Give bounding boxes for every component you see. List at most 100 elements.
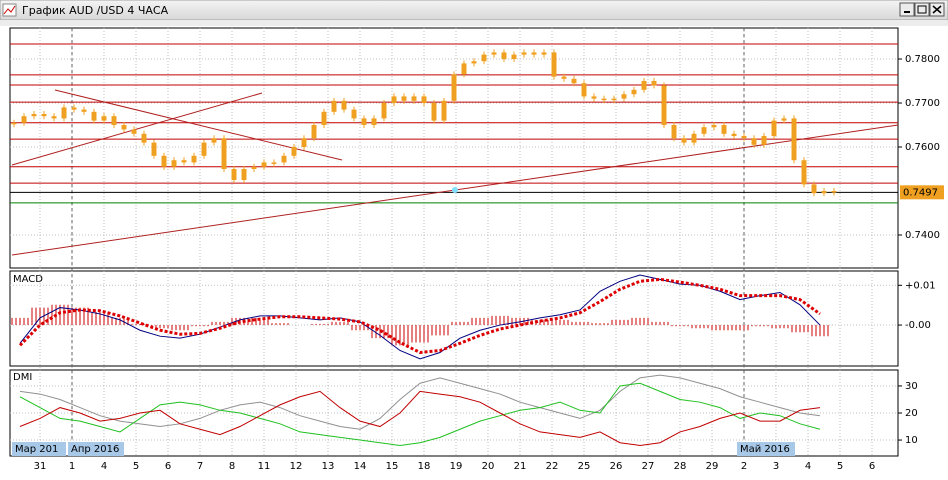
candle-body <box>631 89 637 95</box>
candle-body <box>711 125 717 128</box>
indicator-line <box>19 374 821 430</box>
candle-body <box>511 54 517 60</box>
candle-body <box>181 160 187 163</box>
y-tick-label: 30 <box>905 381 918 392</box>
month-label: Май 2016 <box>740 444 790 455</box>
candle-body <box>531 52 537 55</box>
candle-body <box>301 138 307 148</box>
candle-body <box>101 116 107 121</box>
candle-body <box>821 191 827 194</box>
candle-body <box>61 107 67 119</box>
candle-body <box>731 133 737 137</box>
window-icon-glyph <box>3 5 16 15</box>
candle-body <box>351 109 357 119</box>
window-title: График AUD /USD 4 ЧАСА <box>22 4 169 17</box>
indicator-line <box>19 390 821 446</box>
month-label: Мар 201 <box>15 444 58 455</box>
candle-body <box>491 52 497 55</box>
candle-body <box>401 96 407 101</box>
candle-body <box>31 114 37 117</box>
y-tick-label: 20 <box>905 408 918 419</box>
candle-body <box>831 191 837 193</box>
candle-body <box>21 116 27 123</box>
x-tick-label: 22 <box>546 461 559 472</box>
x-tick-label: 28 <box>674 461 687 472</box>
x-tick-label: 11 <box>258 461 271 472</box>
x-tick-label: 26 <box>610 461 623 472</box>
x-tick-label: 3 <box>773 461 779 472</box>
window-buttons[interactable] <box>899 2 945 17</box>
candle-body <box>601 98 607 101</box>
maximize-glyph <box>917 5 927 14</box>
x-tick-label: 25 <box>578 461 591 472</box>
x-tick-label: 6 <box>165 461 171 472</box>
candle-body <box>471 61 477 64</box>
candle-body <box>361 118 367 126</box>
candle-body <box>751 138 757 145</box>
candle-body <box>231 169 237 181</box>
candle-body <box>311 125 317 139</box>
candle-body <box>441 100 447 121</box>
toolbar-strip <box>0 20 948 26</box>
candle-body <box>611 98 617 101</box>
candle-body <box>431 103 437 121</box>
x-tick-label: 19 <box>450 461 463 472</box>
candle-body <box>121 125 127 130</box>
candle-body <box>381 103 387 119</box>
candle-body <box>321 111 327 126</box>
candle-body <box>561 76 567 79</box>
x-tick-label: 6 <box>869 461 875 472</box>
y-tick-label: 10 <box>905 435 918 446</box>
y-tick-label: 0.7800 <box>905 54 940 65</box>
month-label-bg <box>737 442 795 456</box>
candle-body <box>391 96 397 104</box>
x-tick-label: 12 <box>290 461 303 472</box>
candle-body <box>421 96 427 104</box>
candle-body <box>671 125 677 139</box>
candle-body <box>71 107 77 110</box>
candle-body <box>161 155 167 167</box>
candle-body <box>411 96 417 101</box>
x-tick-label: 4 <box>805 461 811 472</box>
anchor-point <box>452 187 458 193</box>
close-glyph <box>932 5 942 14</box>
x-tick-label: 7 <box>197 461 203 472</box>
candle-body <box>721 125 727 134</box>
candle-body <box>801 160 807 185</box>
candle-body <box>521 52 527 55</box>
candle-body <box>171 160 177 167</box>
candle-body <box>331 100 337 112</box>
month-label-bg <box>68 442 124 456</box>
candle-body <box>791 118 797 161</box>
minimize-button[interactable] <box>899 2 915 17</box>
candle-body <box>811 184 817 194</box>
month-label: Апр 2016 <box>71 444 119 455</box>
candle-body <box>691 133 697 143</box>
candle-body <box>681 138 687 143</box>
candle-body <box>371 118 377 126</box>
x-tick-label: 15 <box>386 461 399 472</box>
candle-body <box>151 142 157 156</box>
price-panel <box>9 27 899 269</box>
trend-line <box>11 92 263 166</box>
month-label-bg <box>12 442 66 456</box>
y-tick-label: 0.7600 <box>905 142 940 153</box>
maximize-button[interactable] <box>914 2 930 17</box>
candle-body <box>91 111 97 121</box>
candle-body <box>741 136 747 139</box>
candle-body <box>341 100 347 110</box>
candle-body <box>141 133 147 143</box>
candle-body <box>541 52 547 55</box>
x-tick-label: 29 <box>706 461 719 472</box>
candle-body <box>51 116 57 119</box>
x-tick-label: 1 <box>69 461 75 472</box>
candle-body <box>591 96 597 99</box>
candle-body <box>211 138 217 143</box>
y-tick-label: 0.7400 <box>905 230 940 241</box>
candle-body <box>111 116 117 126</box>
macd-label: MACD <box>13 274 43 285</box>
candle-body <box>451 74 457 101</box>
candle-body <box>781 118 787 121</box>
marks <box>11 49 837 446</box>
candle-body <box>81 109 87 112</box>
